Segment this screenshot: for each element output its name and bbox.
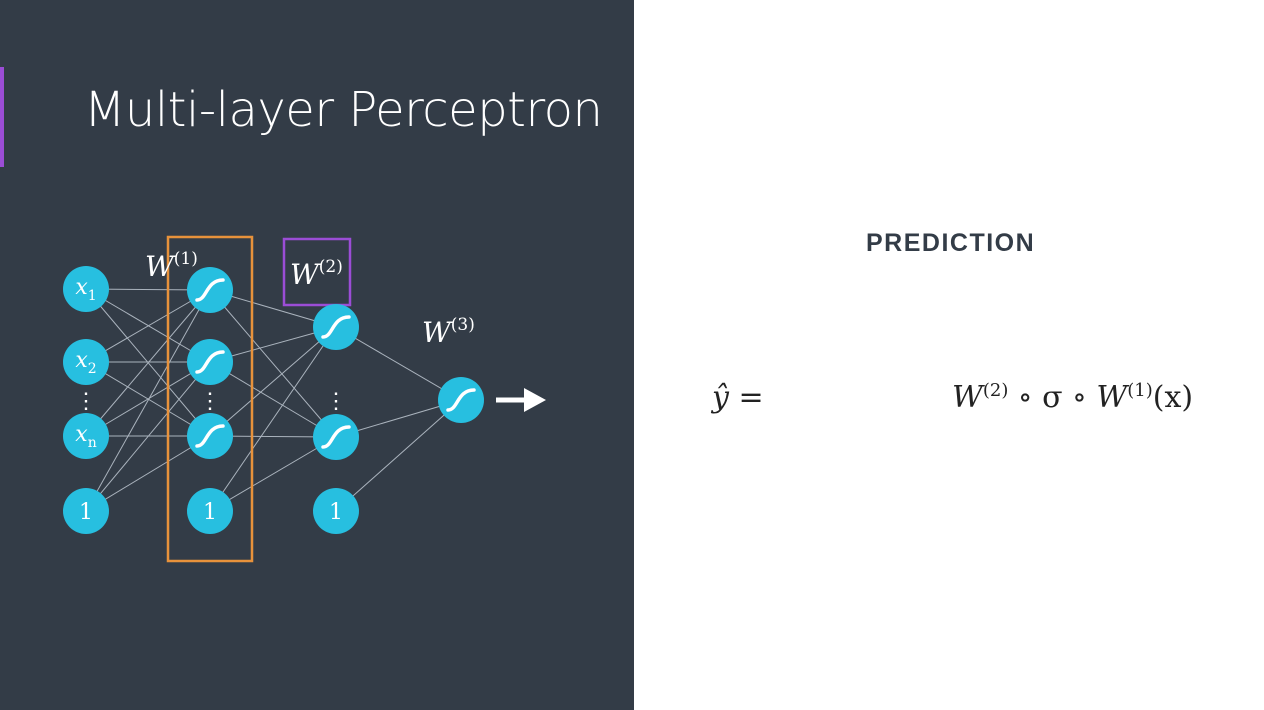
network-edge [85, 289, 211, 363]
bias-label-hidden1: 1 [203, 500, 217, 525]
input-bias-node [63, 488, 109, 534]
hidden1-ellipsis: ⋮ [199, 389, 221, 414]
hidden1-node [187, 267, 233, 313]
input-node-x1 [63, 266, 109, 312]
neural-network-diagram: x1 x2 xn 1 ⋮ 1 ⋮ 1 ⋮ W(1) W(2) W(3) [63, 235, 546, 563]
equation-lhs: ŷ = [712, 380, 764, 415]
weight-label-w3: W(3) [422, 315, 475, 349]
network-edge [209, 326, 337, 512]
network-edge [335, 326, 462, 401]
eq-w1-sup: (1) [1127, 380, 1153, 401]
network-edge [85, 361, 211, 512]
output-node [438, 377, 484, 423]
network-edge [85, 435, 211, 512]
network-edge [85, 289, 211, 512]
input-label-x2: x2 [75, 348, 96, 377]
input-ellipsis: ⋮ [75, 389, 97, 414]
eq-w1: W [1096, 380, 1128, 415]
weight-label-w1: W(1) [145, 249, 198, 283]
network-edges [85, 288, 462, 512]
layer1-highlight-box [166, 235, 254, 563]
output-arrow [496, 388, 546, 412]
input-label-x1: x1 [75, 275, 96, 304]
sigmoid-icon [446, 388, 476, 412]
hidden2-ellipsis: ⋮ [325, 389, 347, 414]
network-edge [209, 326, 337, 437]
slide-title: Multi-layer Perceptron [84, 82, 603, 138]
bias-label-hidden2: 1 [329, 500, 343, 525]
network-edge [209, 361, 337, 438]
network-edge [209, 289, 337, 438]
layer2-highlight-box [282, 237, 352, 307]
equation-rhs: W(2) ∘ σ ∘ W(1)(x) [952, 380, 1193, 415]
network-edge [209, 436, 337, 512]
bias-label-input: 1 [79, 500, 93, 525]
eq-w2-sup: (2) [982, 380, 1009, 401]
network-edge [335, 399, 462, 512]
network-labels: x1 x2 xn 1 ⋮ 1 ⋮ 1 ⋮ W(1) W(2) W(3) [75, 249, 475, 525]
sigmoid-icon [195, 350, 225, 374]
sigmoid-icon [195, 424, 225, 448]
hidden2-node [313, 304, 359, 350]
hidden1-node [187, 413, 233, 459]
eq-w2: W [952, 380, 983, 415]
network-nodes [63, 266, 484, 534]
weight-label-w2: W(2) [290, 257, 343, 291]
hidden2-node [313, 414, 359, 460]
sigmoid-icon [195, 278, 225, 302]
hidden1-bias-node [187, 488, 233, 534]
eq-arg: (x) [1152, 380, 1194, 415]
hidden2-bias-node [313, 488, 359, 534]
eq-mid: ∘ σ ∘ [1008, 380, 1097, 415]
input-node-xn [63, 413, 109, 459]
prediction-label: PREDICTION [866, 229, 1036, 257]
network-edge [85, 289, 211, 437]
sigmoid-icon [321, 425, 351, 449]
network-edge [85, 361, 211, 437]
input-label-xn: xn [75, 422, 96, 451]
sigmoid-icon [321, 315, 351, 339]
title-accent-bar [0, 67, 4, 167]
hidden1-node [187, 339, 233, 385]
input-node-x2 [63, 339, 109, 385]
